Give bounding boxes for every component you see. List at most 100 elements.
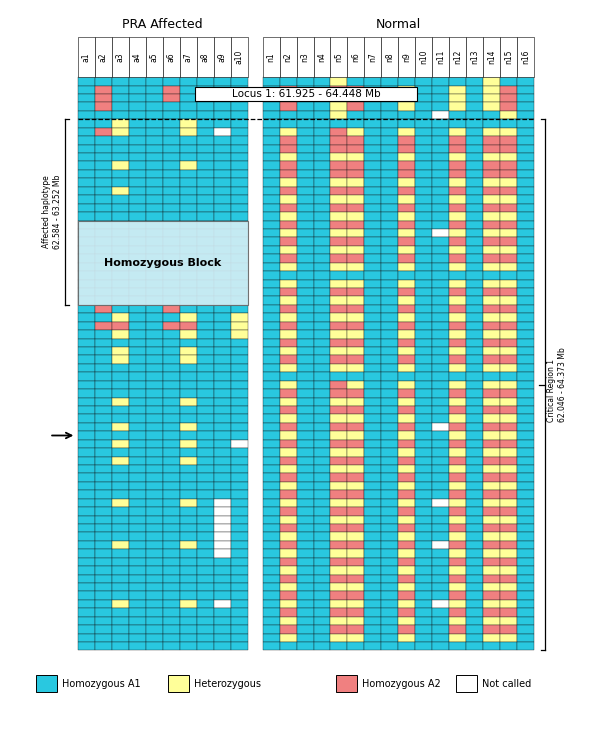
Bar — [95, 305, 112, 313]
Bar — [466, 558, 483, 566]
Bar — [364, 196, 382, 204]
Bar — [449, 347, 466, 356]
Bar — [263, 575, 280, 583]
Bar — [314, 339, 331, 347]
Bar — [500, 85, 517, 94]
Bar — [78, 212, 95, 220]
Bar — [347, 625, 364, 634]
Bar — [364, 77, 382, 85]
Bar — [214, 237, 230, 245]
Bar — [129, 499, 146, 507]
Bar — [146, 364, 163, 372]
Bar — [500, 389, 517, 398]
Bar — [517, 490, 534, 499]
Bar — [432, 94, 449, 102]
Bar — [347, 322, 364, 330]
Bar — [230, 625, 248, 634]
Bar — [449, 398, 466, 406]
Bar — [415, 162, 432, 170]
Bar — [364, 322, 382, 330]
Bar — [500, 296, 517, 305]
Bar — [398, 600, 415, 609]
Bar — [197, 634, 214, 642]
Bar — [331, 440, 347, 448]
Bar — [364, 642, 382, 650]
Bar — [180, 415, 197, 423]
Bar — [280, 609, 296, 617]
Bar — [314, 515, 331, 524]
Bar — [95, 170, 112, 179]
Bar — [280, 288, 296, 296]
Bar — [483, 364, 500, 372]
Bar — [483, 499, 500, 507]
Bar — [517, 482, 534, 490]
Bar — [296, 482, 314, 490]
Bar — [163, 128, 180, 136]
Bar — [364, 389, 382, 398]
Bar — [415, 77, 432, 85]
Bar — [197, 245, 214, 254]
Bar — [466, 271, 483, 279]
Bar — [415, 465, 432, 473]
Bar — [364, 245, 382, 254]
Bar — [180, 507, 197, 515]
Bar — [364, 625, 382, 634]
Text: a8: a8 — [201, 52, 210, 62]
Bar — [112, 330, 129, 339]
Bar — [331, 456, 347, 465]
Bar — [432, 279, 449, 288]
Bar — [78, 600, 95, 609]
Bar — [347, 229, 364, 237]
Bar — [398, 237, 415, 245]
Bar — [230, 128, 248, 136]
Bar — [78, 440, 95, 448]
Bar — [230, 229, 248, 237]
Bar — [331, 372, 347, 381]
Bar — [398, 356, 415, 364]
Bar — [146, 549, 163, 558]
Bar — [398, 364, 415, 372]
Bar — [432, 179, 449, 187]
Bar — [230, 179, 248, 187]
Bar — [382, 592, 398, 600]
Bar — [500, 77, 517, 85]
Bar — [197, 406, 214, 415]
Bar — [280, 406, 296, 415]
Bar — [296, 229, 314, 237]
Bar — [314, 507, 331, 515]
Bar — [347, 237, 364, 245]
Bar — [382, 406, 398, 415]
Bar — [382, 642, 398, 650]
Text: a7: a7 — [184, 52, 193, 62]
Bar — [214, 85, 230, 94]
Bar — [449, 549, 466, 558]
Bar — [296, 592, 314, 600]
Bar — [78, 196, 95, 204]
Bar — [146, 85, 163, 94]
Bar — [197, 473, 214, 482]
Bar — [163, 179, 180, 187]
Bar — [432, 372, 449, 381]
Bar — [500, 507, 517, 515]
Bar — [364, 111, 382, 119]
Bar — [364, 398, 382, 406]
Bar — [331, 549, 347, 558]
Bar — [500, 609, 517, 617]
Bar — [364, 347, 382, 356]
Bar — [163, 600, 180, 609]
Bar — [129, 448, 146, 456]
Bar — [517, 609, 534, 617]
Bar — [331, 229, 347, 237]
Bar — [95, 482, 112, 490]
Bar — [347, 204, 364, 212]
Bar — [449, 583, 466, 592]
Bar — [432, 423, 449, 431]
Bar — [517, 204, 534, 212]
Bar — [382, 212, 398, 220]
Bar — [214, 288, 230, 296]
Bar — [449, 136, 466, 145]
Bar — [180, 145, 197, 153]
Bar — [382, 322, 398, 330]
Bar — [263, 322, 280, 330]
Bar — [382, 119, 398, 128]
